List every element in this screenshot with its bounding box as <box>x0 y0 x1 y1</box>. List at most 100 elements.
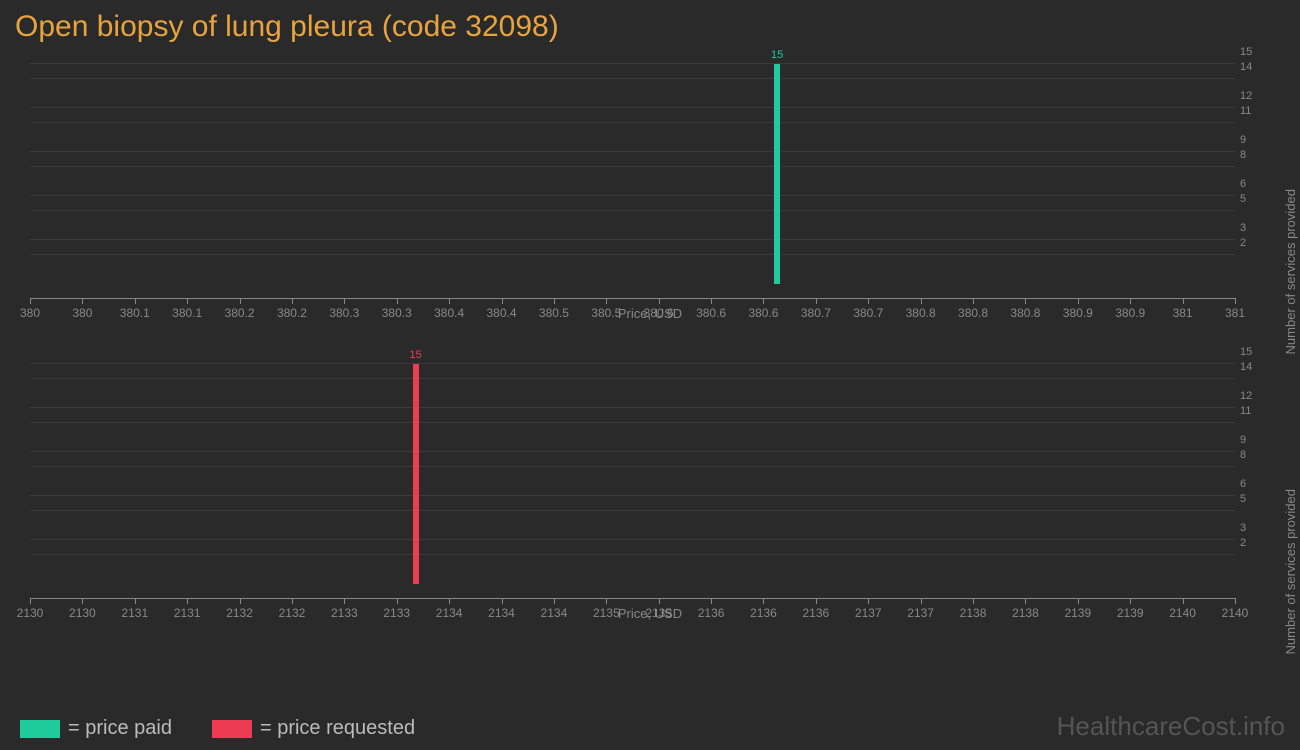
x-tick-label: 2139 <box>1117 606 1144 620</box>
grid-line <box>30 554 1235 555</box>
x-tick-mark <box>344 598 345 604</box>
x-tick-mark <box>711 598 712 604</box>
x-tick-mark <box>554 298 555 304</box>
x-tick-label: 2134 <box>436 606 463 620</box>
x-tick-mark <box>973 598 974 604</box>
x-tick-mark <box>30 298 31 304</box>
x-tick-mark <box>1130 298 1131 304</box>
x-tick-mark <box>82 298 83 304</box>
x-tick-label: 381 <box>1225 306 1245 320</box>
x-tick-label: 380.8 <box>1010 306 1040 320</box>
y-tick-label: 15 <box>1240 346 1265 358</box>
data-bar: 15 <box>774 64 780 284</box>
x-tick-label: 380.9 <box>1063 306 1093 320</box>
x-tick-mark <box>606 298 607 304</box>
x-tick-label: 380.2 <box>225 306 255 320</box>
x-tick-label: 380.3 <box>329 306 359 320</box>
x-tick-mark <box>868 298 869 304</box>
x-tick-mark <box>554 598 555 604</box>
x-tick-label: 380 <box>72 306 92 320</box>
x-tick-label: 380.5 <box>591 306 621 320</box>
x-tick-mark <box>1078 598 1079 604</box>
grid-line <box>30 166 1235 167</box>
y-tick-label: 8 <box>1240 449 1265 461</box>
y-tick-label: 5 <box>1240 493 1265 505</box>
x-tick-mark <box>763 298 764 304</box>
legend-swatch-requested <box>212 720 252 738</box>
x-tick-label: 2130 <box>17 606 44 620</box>
y-tick-label: 2 <box>1240 237 1265 249</box>
x-tick-mark <box>30 598 31 604</box>
x-axis-label-paid: Price, USD <box>618 306 682 321</box>
bar-value-label: 15 <box>409 349 421 361</box>
x-tick-label: 2134 <box>488 606 515 620</box>
x-axis-paid: 380380380.1380.1380.2380.2380.3380.3380.… <box>30 298 1235 299</box>
x-tick-label: 380.5 <box>539 306 569 320</box>
y-tick-label: 12 <box>1240 90 1265 102</box>
x-tick-label: 380.4 <box>487 306 517 320</box>
x-tick-mark <box>816 298 817 304</box>
grid-line <box>30 510 1235 511</box>
x-axis-requested: 2130213021312131213221322133213321342134… <box>30 598 1235 599</box>
x-tick-mark <box>606 598 607 604</box>
y-tick-label: 3 <box>1240 522 1265 534</box>
x-tick-label: 380.6 <box>748 306 778 320</box>
x-tick-label: 2140 <box>1169 606 1196 620</box>
x-tick-label: 2131 <box>121 606 148 620</box>
x-tick-label: 380.6 <box>696 306 726 320</box>
y-tick-label: 14 <box>1240 61 1265 73</box>
y-tick-label: 12 <box>1240 390 1265 402</box>
plot-area-requested: 2356891112141515 <box>30 364 1235 584</box>
x-tick-label: 2136 <box>803 606 830 620</box>
y-tick-label: 6 <box>1240 178 1265 190</box>
x-tick-label: 2137 <box>907 606 934 620</box>
x-tick-mark <box>816 598 817 604</box>
legend-swatch-paid <box>20 720 60 738</box>
y-tick-label: 14 <box>1240 361 1265 373</box>
x-tick-mark <box>292 298 293 304</box>
charts-wrapper: 2356891112141515 380380380.1380.1380.238… <box>15 49 1285 629</box>
x-tick-mark <box>921 298 922 304</box>
x-tick-mark <box>397 298 398 304</box>
x-tick-mark <box>973 298 974 304</box>
grid-line <box>30 239 1235 240</box>
grid-line <box>30 451 1235 452</box>
grid-line <box>30 107 1235 108</box>
data-bar: 15 <box>413 364 419 584</box>
chart-price-requested: 2356891112141515 21302130213121312132213… <box>15 349 1285 629</box>
x-axis-label-requested: Price, USD <box>618 606 682 621</box>
grid-line <box>30 407 1235 408</box>
x-tick-mark <box>240 598 241 604</box>
x-tick-mark <box>659 298 660 304</box>
grid-line <box>30 122 1235 123</box>
x-tick-label: 380.2 <box>277 306 307 320</box>
grid-line <box>30 63 1235 64</box>
x-tick-mark <box>1235 598 1236 604</box>
x-tick-mark <box>1025 298 1026 304</box>
x-tick-label: 2139 <box>1064 606 1091 620</box>
y-tick-label: 11 <box>1240 105 1265 117</box>
bar-value-label: 15 <box>771 49 783 61</box>
watermark: HealthcareCost.info <box>1057 711 1285 742</box>
x-tick-mark <box>1235 298 1236 304</box>
grid-line <box>30 422 1235 423</box>
y-tick-label: 2 <box>1240 537 1265 549</box>
x-tick-mark <box>502 598 503 604</box>
grid-line <box>30 151 1235 152</box>
x-tick-label: 2138 <box>960 606 987 620</box>
x-tick-mark <box>1025 598 1026 604</box>
x-tick-mark <box>240 298 241 304</box>
x-tick-label: 2132 <box>226 606 253 620</box>
x-tick-label: 380.1 <box>120 306 150 320</box>
y-tick-label: 8 <box>1240 149 1265 161</box>
x-tick-label: 380.7 <box>853 306 883 320</box>
plot-area-paid: 2356891112141515 <box>30 64 1235 284</box>
x-tick-label: 380.1 <box>172 306 202 320</box>
y-tick-label: 15 <box>1240 46 1265 58</box>
x-tick-mark <box>292 598 293 604</box>
x-tick-label: 2134 <box>541 606 568 620</box>
x-tick-label: 380.9 <box>1115 306 1145 320</box>
x-tick-label: 380.3 <box>382 306 412 320</box>
x-tick-mark <box>135 298 136 304</box>
y-tick-label: 5 <box>1240 193 1265 205</box>
